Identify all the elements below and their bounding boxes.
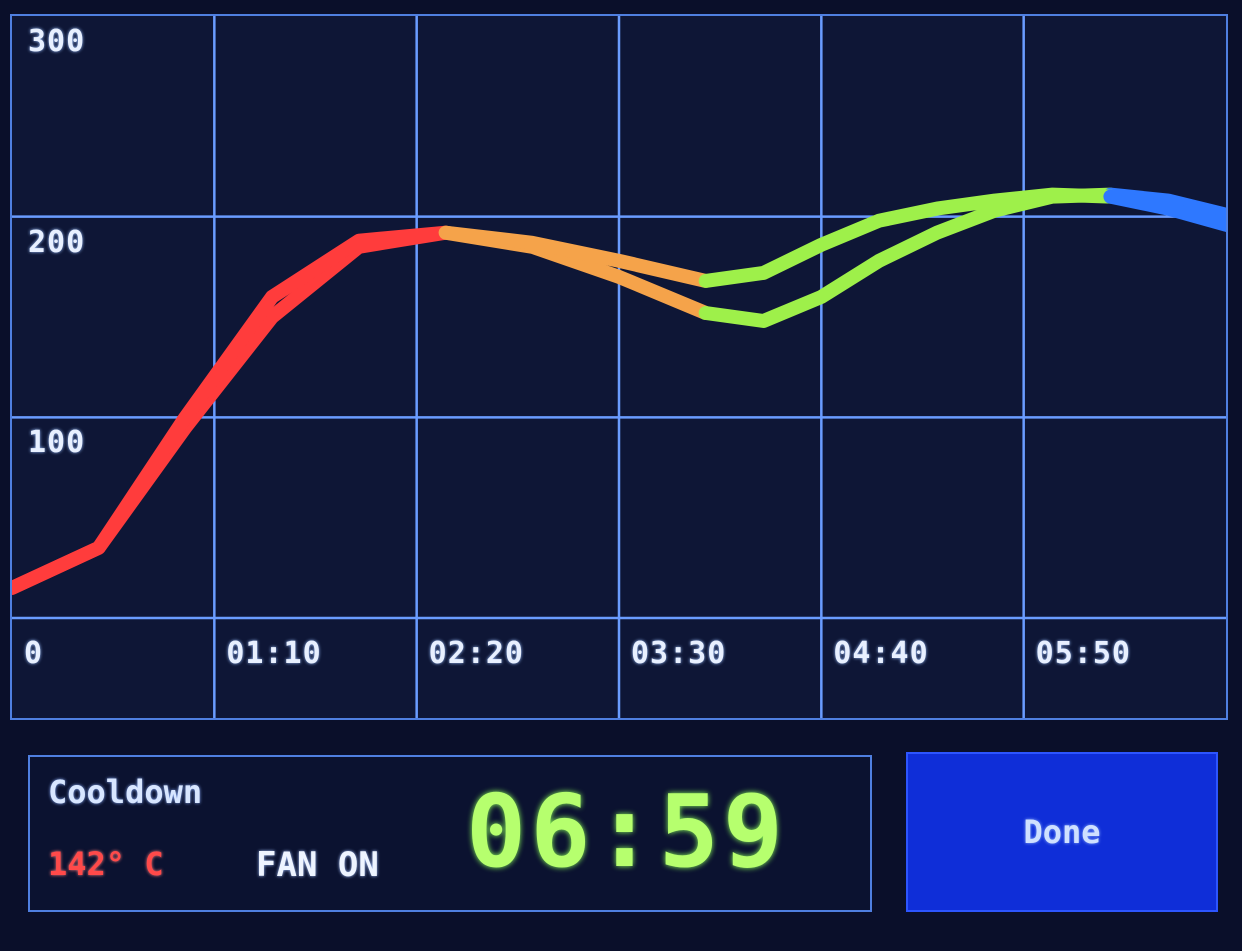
series-actual-segment-3 bbox=[1103, 189, 1226, 233]
series-actual-segment-0 bbox=[12, 225, 453, 595]
x-tick-label: 01:10 bbox=[226, 636, 322, 671]
x-tick-label: 04:40 bbox=[833, 636, 929, 671]
phase-label: Cooldown bbox=[48, 773, 203, 811]
series-actual-segment-1 bbox=[438, 225, 713, 288]
x-tick-label: 0 bbox=[24, 636, 44, 671]
series-profile-segment-3 bbox=[1103, 187, 1226, 223]
y-tick-label: 100 bbox=[28, 425, 86, 461]
x-tick-label: 05:50 bbox=[1035, 636, 1131, 671]
status-panel: Cooldown 142° C FAN ON 06:59 bbox=[28, 755, 872, 912]
reflow-profile-chart: 300 200 100 0 01:10 02:20 03:30 04:40 05:50 bbox=[10, 14, 1228, 720]
y-tick-label: 300 bbox=[28, 24, 86, 59]
done-button[interactable]: Done bbox=[906, 752, 1218, 912]
y-tick-label: 200 bbox=[28, 224, 86, 260]
temperature-readout: 142° C bbox=[48, 845, 164, 883]
chart-canvas bbox=[12, 16, 1226, 718]
series-actual-segment-2 bbox=[698, 187, 1118, 288]
series-profile-segment-0 bbox=[12, 225, 453, 595]
fan-status: FAN ON bbox=[256, 845, 379, 885]
x-tick-label: 02:20 bbox=[428, 636, 524, 671]
x-tick-label: 03:30 bbox=[631, 636, 727, 671]
elapsed-timer: 06:59 bbox=[466, 773, 788, 890]
